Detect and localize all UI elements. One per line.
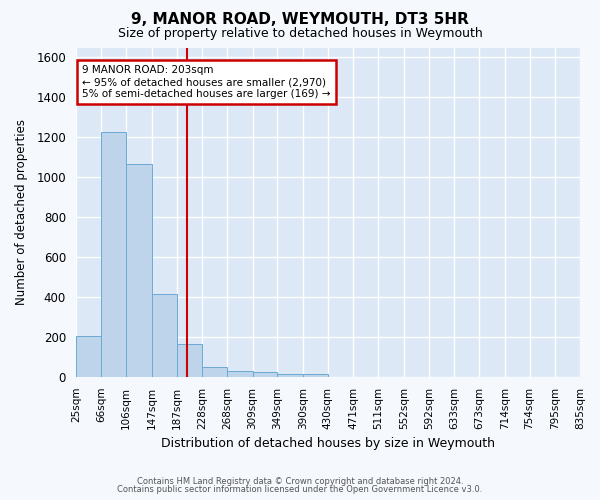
Bar: [126, 164, 152, 377]
X-axis label: Distribution of detached houses by size in Weymouth: Distribution of detached houses by size …: [161, 437, 495, 450]
Text: Contains public sector information licensed under the Open Government Licence v3: Contains public sector information licen…: [118, 485, 482, 494]
Bar: [202, 367, 227, 377]
Bar: [227, 371, 253, 377]
Y-axis label: Number of detached properties: Number of detached properties: [15, 119, 28, 305]
Bar: [277, 374, 303, 377]
Bar: [176, 344, 202, 377]
Text: Size of property relative to detached houses in Weymouth: Size of property relative to detached ho…: [118, 28, 482, 40]
Bar: [253, 372, 277, 377]
Text: 9, MANOR ROAD, WEYMOUTH, DT3 5HR: 9, MANOR ROAD, WEYMOUTH, DT3 5HR: [131, 12, 469, 28]
Bar: [101, 132, 126, 377]
Text: 9 MANOR ROAD: 203sqm
← 95% of detached houses are smaller (2,970)
5% of semi-det: 9 MANOR ROAD: 203sqm ← 95% of detached h…: [82, 66, 331, 98]
Text: Contains HM Land Registry data © Crown copyright and database right 2024.: Contains HM Land Registry data © Crown c…: [137, 477, 463, 486]
Bar: [76, 336, 101, 377]
Bar: [152, 294, 176, 377]
Bar: [303, 374, 328, 377]
